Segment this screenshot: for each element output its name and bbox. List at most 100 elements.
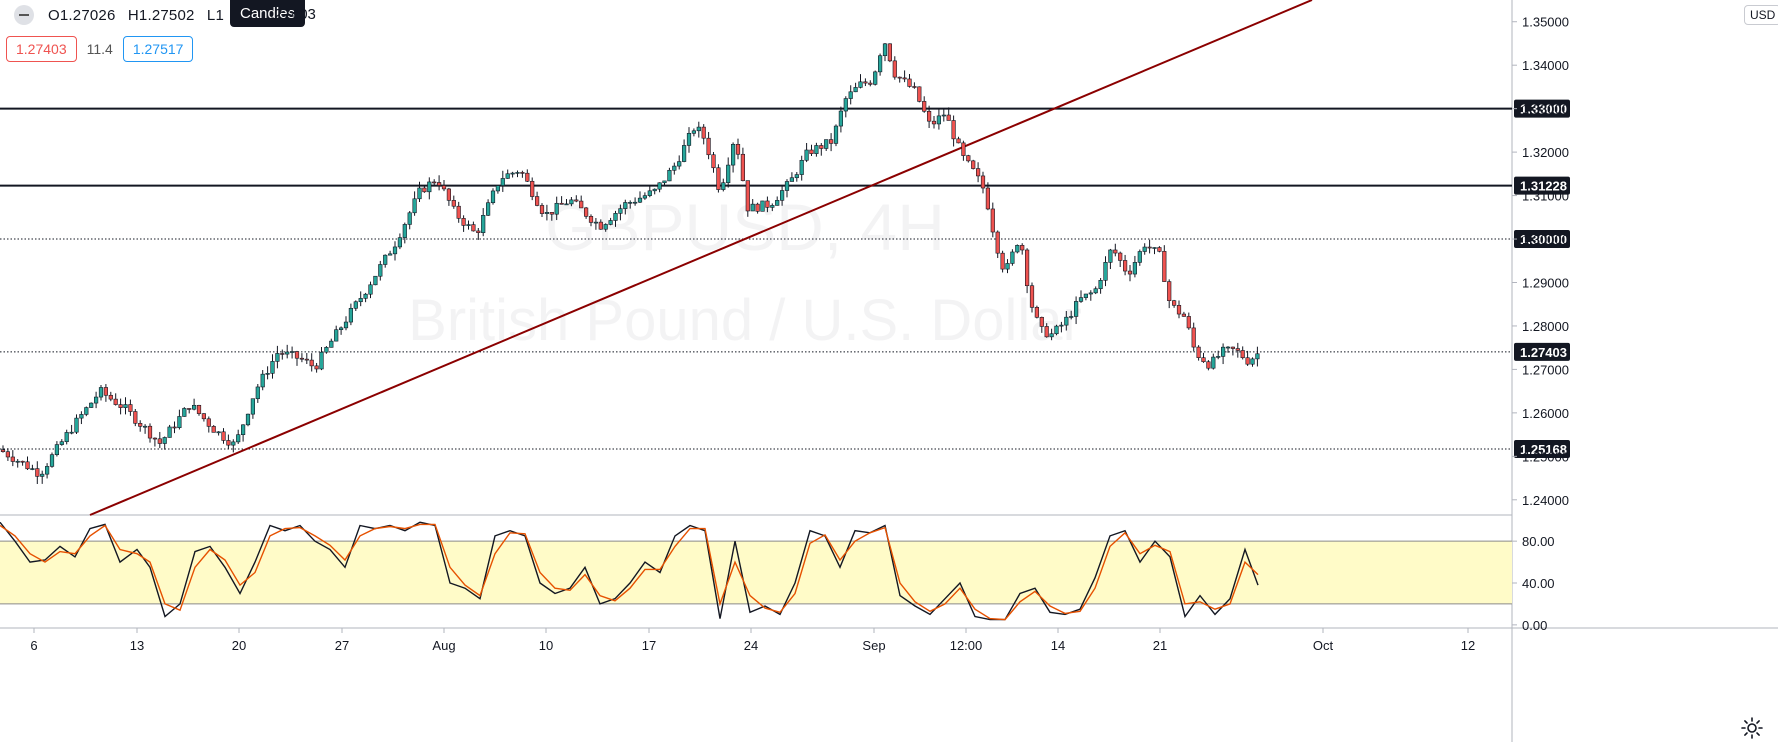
candle-down — [755, 203, 760, 212]
collapse-legend-button[interactable] — [14, 5, 34, 25]
stoch-tick-label: 40.00 — [1522, 576, 1555, 591]
candle-down — [5, 451, 10, 458]
candle-up — [74, 417, 79, 433]
candle-up — [667, 169, 672, 182]
candle-up — [353, 301, 358, 309]
candle-up — [241, 424, 246, 435]
level-price-label: 1.27403 — [1520, 345, 1567, 360]
candle-up — [686, 133, 692, 146]
candle-up — [515, 172, 520, 174]
candle-up — [1005, 263, 1010, 270]
candle-down — [951, 120, 956, 140]
stoch-tick-label: 0.00 — [1522, 618, 1547, 633]
candle-up — [696, 126, 701, 132]
candle-up — [544, 212, 549, 214]
candle-up — [1103, 262, 1108, 281]
candle-down — [716, 167, 721, 190]
overbought-oversold-band — [0, 541, 1512, 604]
candle-up — [123, 404, 128, 408]
horizontal-levels[interactable]: 1.33000 1.31228 1.30000 1.27403 1.25168 — [0, 99, 1570, 459]
candle-up — [236, 434, 241, 443]
candle-down — [1147, 246, 1152, 249]
candle-up — [363, 293, 368, 299]
price-axis[interactable]: 1.24000 1.25000 1.26000 1.27000 1.28000 1.290… — [1512, 15, 1569, 633]
candle-up — [1078, 297, 1084, 302]
candle-down — [809, 149, 814, 154]
candle-down — [1240, 350, 1245, 359]
price-tick-label: 1.30000 — [1522, 232, 1569, 247]
candle-up — [1152, 247, 1157, 249]
candle-up — [324, 347, 329, 353]
candle-up — [1093, 288, 1098, 294]
candle-up — [784, 181, 790, 191]
gear-icon[interactable] — [1740, 716, 1764, 740]
candle-down — [1118, 252, 1123, 261]
candle-up — [1088, 292, 1093, 295]
candle-up — [1216, 356, 1221, 358]
candle-down — [35, 468, 40, 477]
candle-down — [172, 426, 177, 429]
candle-down — [1167, 281, 1172, 301]
candle-up — [79, 414, 84, 419]
candle-up — [392, 246, 398, 255]
candle-up — [383, 254, 388, 265]
candlestick-series — [0, 42, 1260, 484]
candle-up — [1132, 262, 1137, 275]
time-tick-label: 21 — [1153, 638, 1167, 653]
candle-up — [853, 87, 858, 93]
currency-button[interactable]: USD — [1744, 5, 1778, 25]
candle-up — [407, 212, 412, 225]
candle-up — [334, 329, 339, 342]
candle-down — [118, 404, 123, 408]
candle-down — [907, 78, 912, 87]
candle-up — [162, 437, 167, 444]
candle-up — [177, 416, 182, 428]
candle-up — [569, 199, 574, 205]
candle-up — [192, 404, 197, 410]
candle-down — [995, 231, 1000, 254]
price-tick-label: 1.32000 — [1522, 145, 1569, 160]
stoch-tick-label: 80.00 — [1522, 534, 1555, 549]
candle-up — [1010, 251, 1015, 264]
sell-price-button[interactable]: 1.27403 — [6, 36, 77, 62]
candle-up — [69, 431, 74, 434]
level-price-label: 1.31228 — [1520, 179, 1567, 194]
candle-up — [481, 215, 486, 233]
candle-down — [1186, 316, 1191, 329]
candle-up — [593, 221, 598, 224]
candle-up — [285, 351, 290, 355]
close-value: .27403 — [270, 6, 316, 23]
candle-up — [1250, 358, 1255, 365]
candle-up — [677, 161, 682, 167]
candle-up — [84, 407, 89, 415]
candle-up — [779, 190, 785, 201]
candle-up — [417, 187, 422, 200]
candle-down — [971, 160, 976, 169]
time-axis[interactable]: 6 13 20 27 Aug 10 17 24 Sep 12:00 14 21 Oct 12 — [30, 628, 1475, 653]
candle-down — [931, 120, 937, 125]
chart-type-tooltip: Candles — [230, 0, 306, 27]
candle-down — [206, 418, 211, 427]
buy-price-button[interactable]: 1.27517 — [122, 36, 194, 62]
candle-down — [299, 357, 305, 360]
candle-up — [564, 203, 569, 206]
candle-down — [436, 182, 442, 186]
candle-down — [525, 172, 530, 182]
candle-down — [294, 351, 300, 359]
candle-up — [1221, 346, 1226, 357]
candle-up — [618, 208, 623, 214]
candle-down — [108, 394, 113, 400]
candle-up — [848, 91, 853, 99]
candle-down — [476, 230, 481, 233]
candle-down — [1181, 313, 1186, 317]
candle-up — [510, 172, 515, 175]
candle-up — [44, 466, 50, 475]
candle-down — [598, 221, 603, 230]
price-tick-label: 1.26000 — [1522, 406, 1569, 421]
time-tick-label: 6 — [30, 638, 37, 653]
time-tick-label: Aug — [432, 638, 455, 653]
trend-lines[interactable] — [89, 0, 1313, 516]
